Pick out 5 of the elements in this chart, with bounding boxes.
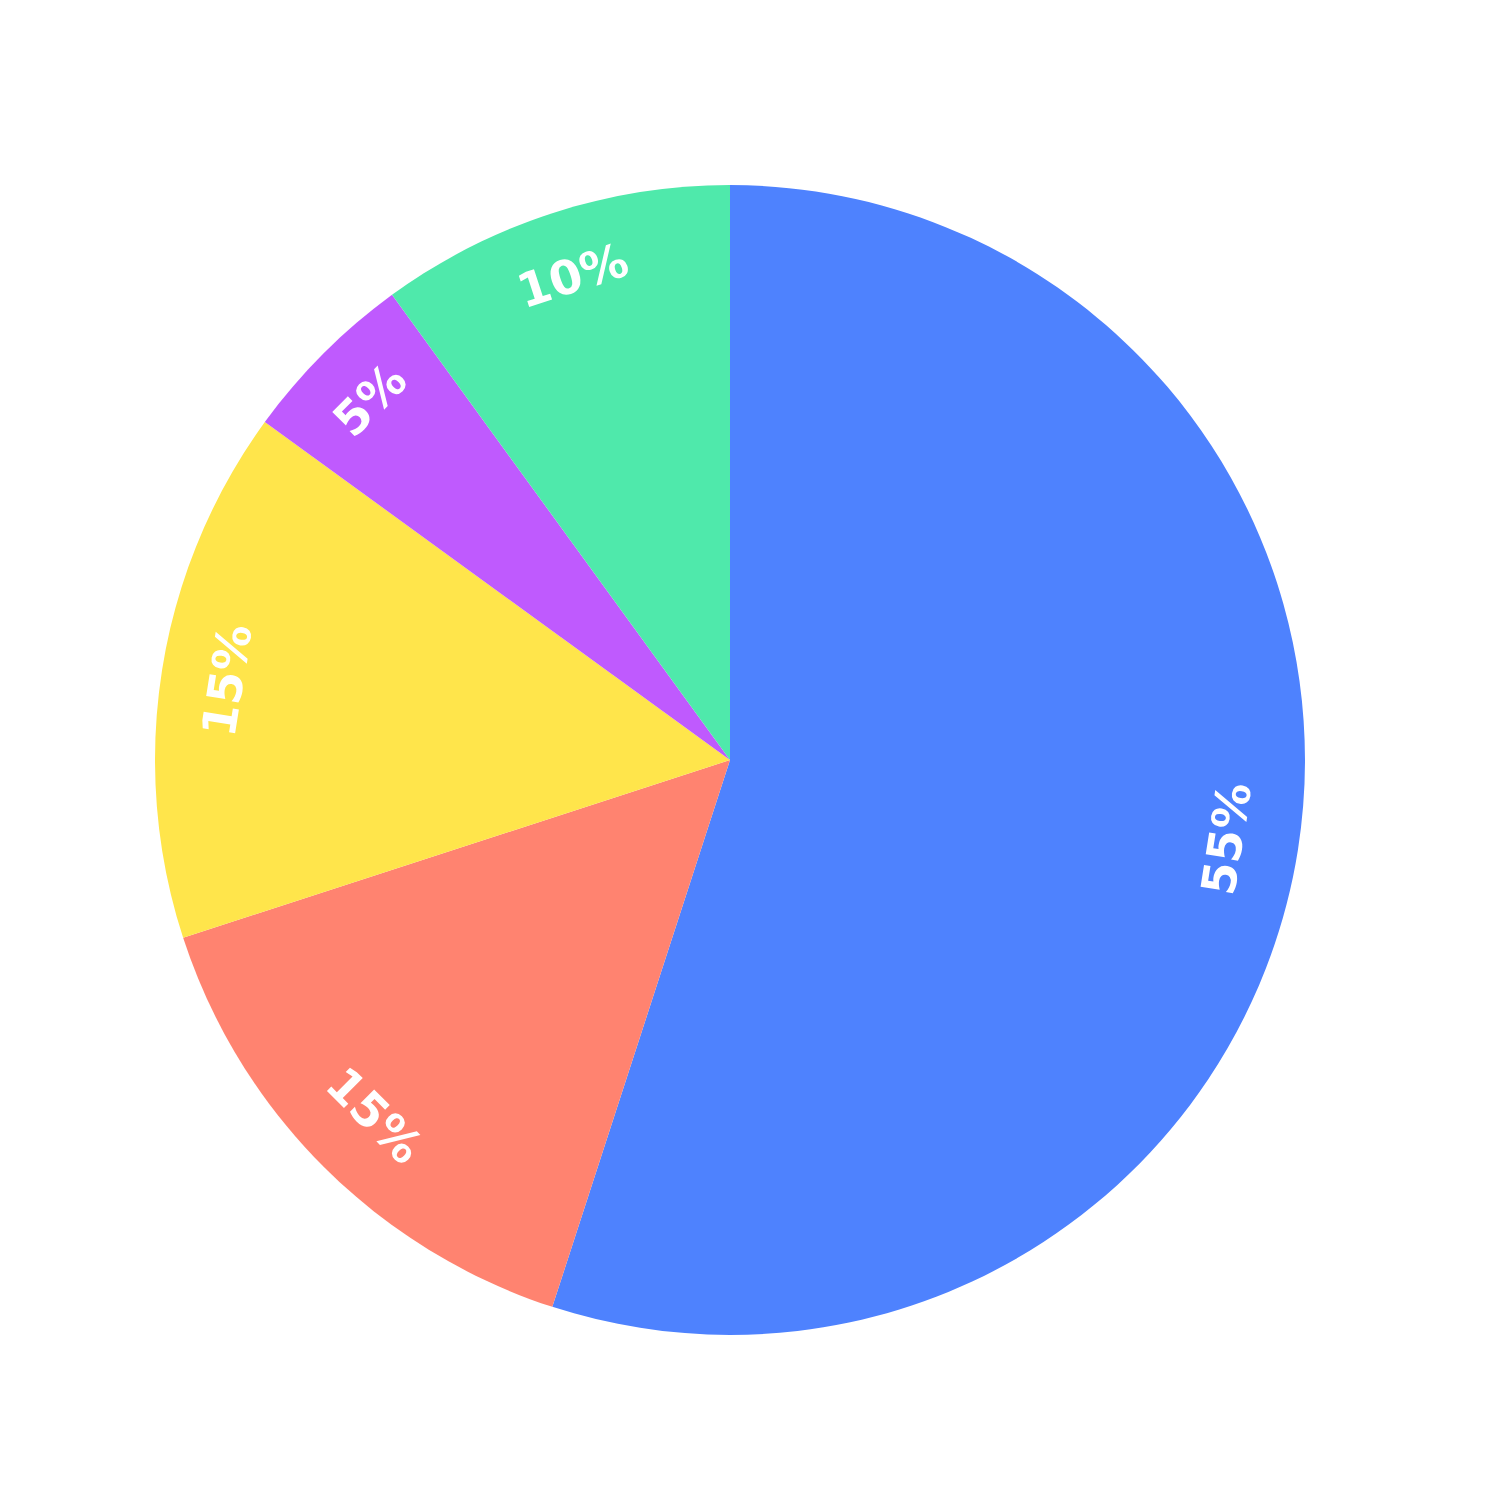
data-label: 10%: [518, 240, 631, 308]
data-label: 5%: [330, 359, 410, 438]
data-label: 15%: [200, 623, 253, 734]
pie-slice: [183, 760, 730, 1307]
data-label: 55%: [1199, 781, 1252, 894]
